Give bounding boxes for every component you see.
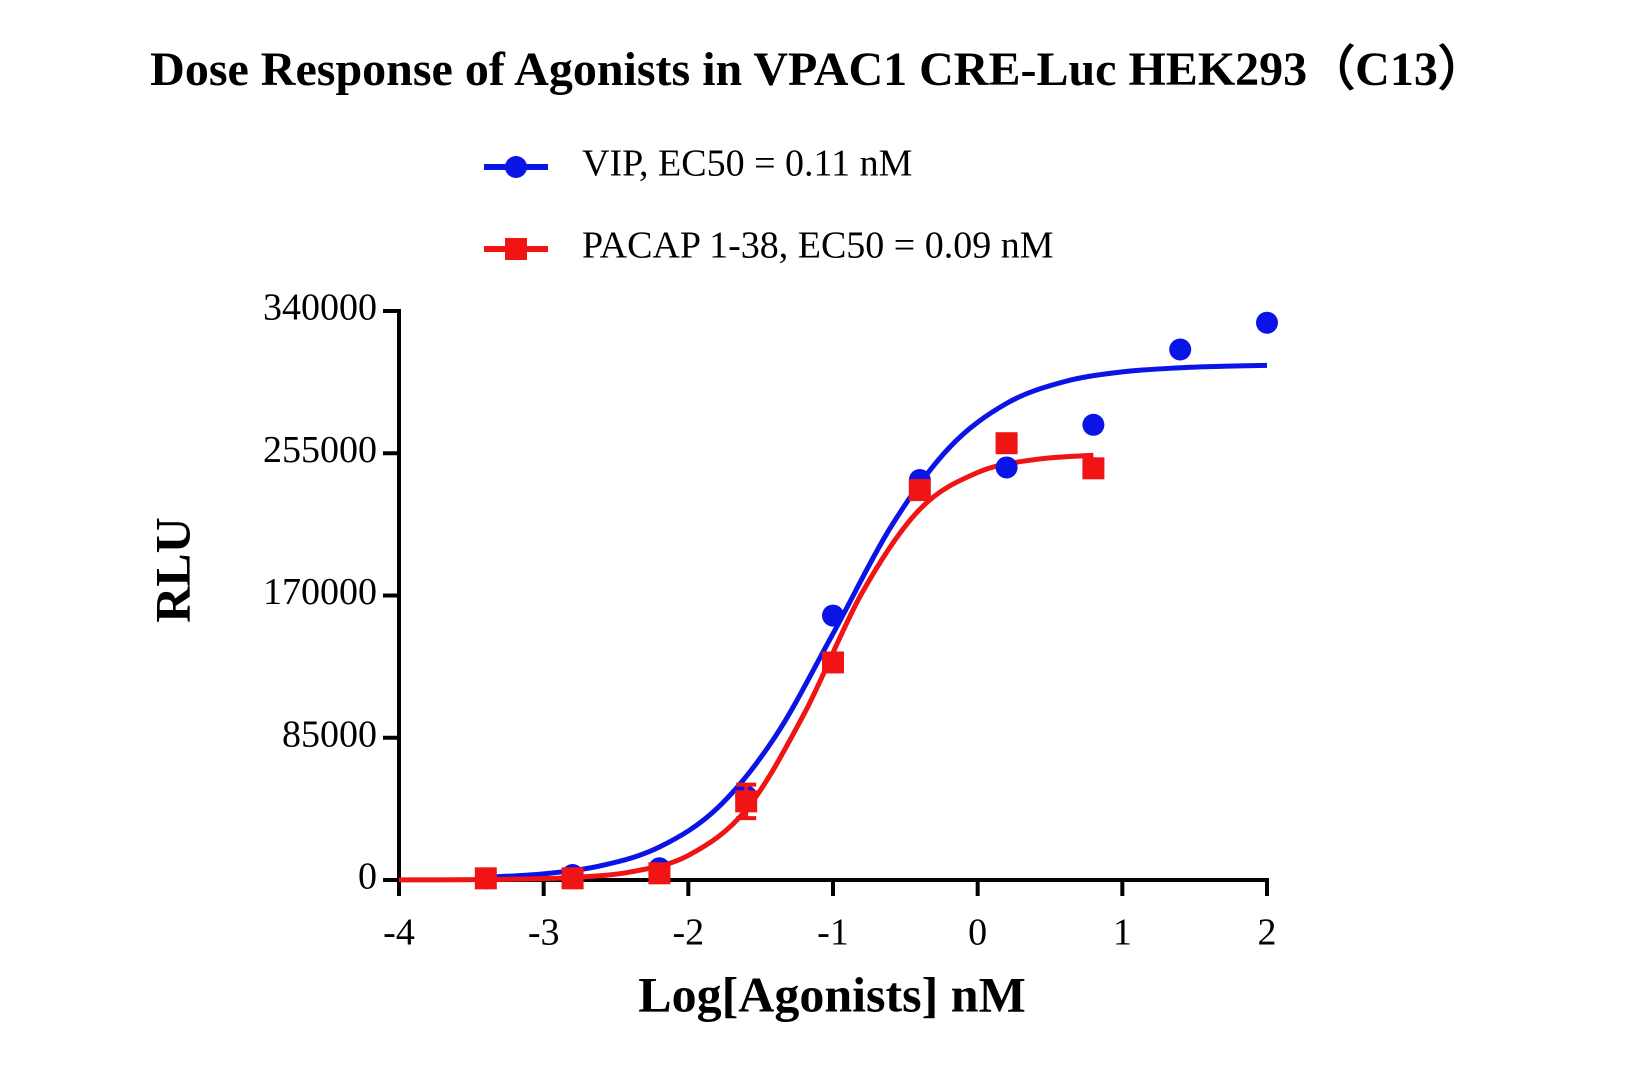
data-point (1169, 338, 1192, 361)
y-tick-label: 170000 (263, 571, 377, 613)
fit-curve (398, 452, 1094, 883)
data-point (1256, 311, 1278, 334)
y-tick-label: 255000 (263, 429, 377, 471)
legend-marker (505, 238, 527, 260)
data-point (1082, 413, 1105, 436)
y-tick-label: 85000 (282, 713, 377, 755)
y-axis-title: RLU (144, 517, 200, 623)
legend-marker (505, 156, 527, 178)
legend-label: PACAP 1-38, EC50 = 0.09 nM (582, 225, 1054, 267)
chart-title: Dose Response of Agonists in VPAC1 CRE-L… (150, 43, 1486, 96)
x-axis-title: Log[Agonists] nM (638, 966, 1026, 1022)
data-point (735, 790, 758, 813)
data-point (995, 456, 1018, 479)
x-tick-label: 1 (1113, 912, 1132, 954)
data-point (908, 479, 931, 502)
data-point (1082, 457, 1105, 480)
fit-curve (485, 362, 1268, 880)
data-point (995, 432, 1018, 455)
x-tick-label: -3 (528, 912, 560, 954)
data-point (474, 867, 497, 890)
y-tick-label: 340000 (263, 287, 377, 329)
x-tick-label: -1 (817, 912, 849, 954)
data-point (822, 651, 844, 674)
legend-label: VIP, EC50 = 0.11 nM (582, 143, 912, 185)
x-tick-label: -2 (673, 912, 705, 954)
x-tick-label: -4 (383, 912, 415, 954)
x-tick-label: 0 (968, 912, 987, 954)
data-point (822, 604, 844, 627)
data-point (561, 867, 584, 890)
data-point (648, 862, 671, 885)
y-tick-label: 0 (358, 856, 377, 898)
x-tick-label: 2 (1258, 912, 1277, 954)
